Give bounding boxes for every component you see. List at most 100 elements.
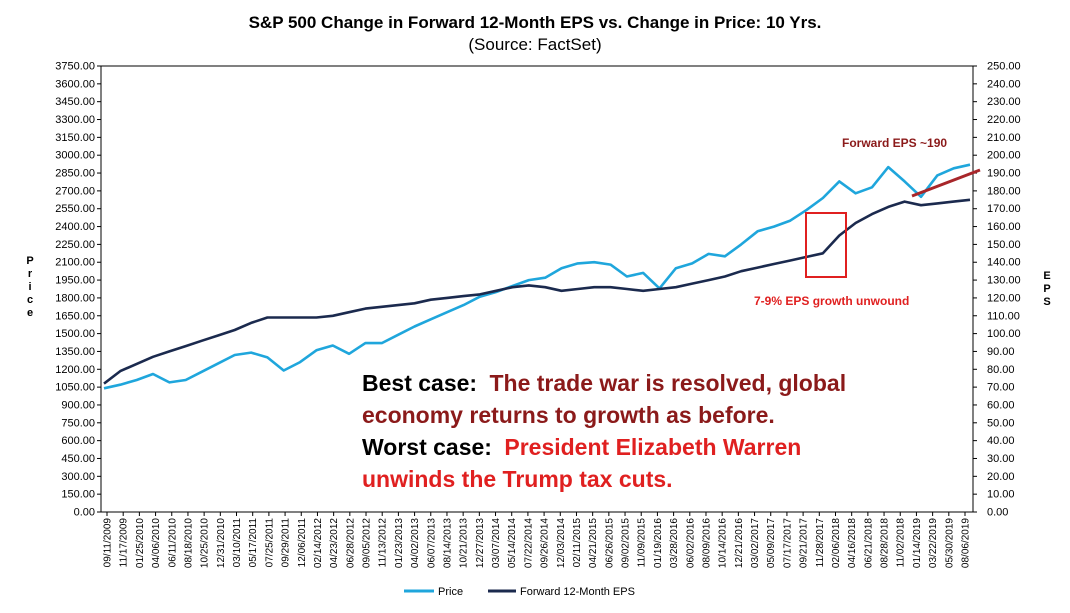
- series-layer: [103, 163, 971, 390]
- y-tick-right-label: 50.00: [987, 417, 1015, 429]
- y-tick-right-label: 170.00: [987, 203, 1021, 215]
- x-tick-label: 03/10/2011: [232, 518, 243, 568]
- axis-label-letter: P: [26, 255, 33, 267]
- y-tick-right-label: 100.00: [987, 328, 1021, 340]
- y-tick-right-label: 130.00: [987, 275, 1021, 287]
- x-tick-label: 09/26/2014: [540, 518, 551, 568]
- x-tick-label: 11/17/2009: [119, 518, 130, 568]
- svg-text:Best case: The trade w: Best case: The trade war is resolved, gl…: [362, 370, 846, 396]
- chart-title: S&P 500 Change in Forward 12-Month EPS v…: [249, 13, 822, 32]
- x-tick-label: 05/09/2017: [766, 518, 777, 568]
- y-tick-right-label: 230.00: [987, 96, 1021, 108]
- y-tick-right-label: 220.00: [987, 114, 1021, 126]
- y-tick-left-label: 1800.00: [55, 292, 95, 304]
- y-tick-right-label: 210.00: [987, 132, 1021, 144]
- x-tick-label: 07/22/2014: [523, 518, 534, 568]
- legend: Price Forward 12-Month EPS: [404, 586, 635, 598]
- y-axis-label-left: Price: [26, 255, 33, 319]
- x-tick-label: 01/25/2010: [135, 518, 146, 568]
- x-tick-label: 07/17/2017: [782, 518, 793, 568]
- x-tick-label: 09/11/2009: [103, 518, 114, 568]
- y-tick-right-label: 160.00: [987, 221, 1021, 233]
- x-tick-label: 04/06/2010: [151, 518, 162, 568]
- x-tick-label: 04/02/2013: [410, 518, 421, 568]
- y-tick-right-label: 90.00: [987, 346, 1015, 358]
- y-tick-left-label: 1500.00: [55, 328, 95, 340]
- y-tick-left-label: 3450.00: [55, 96, 95, 108]
- x-tick-label: 12/21/2016: [734, 518, 745, 568]
- x-tick-label: 04/16/2018: [847, 518, 858, 568]
- y-tick-left-label: 2100.00: [55, 257, 95, 269]
- y-tick-left-label: 3000.00: [55, 150, 95, 162]
- x-tick-label: 11/28/2017: [815, 518, 826, 568]
- y-tick-right-label: 60.00: [987, 399, 1015, 411]
- chart-subtitle: (Source: FactSet): [468, 35, 601, 54]
- y-tick-right-label: 140.00: [987, 257, 1021, 269]
- worst-case-line2: unwinds the Trump tax cuts.: [362, 466, 673, 492]
- y-tick-right-label: 190.00: [987, 168, 1021, 180]
- x-tick-label: 09/02/2015: [621, 518, 632, 568]
- y-tick-right-label: 120.00: [987, 292, 1021, 304]
- x-tick-label: 02/11/2015: [572, 518, 583, 568]
- y-tick-right-label: 40.00: [987, 435, 1015, 447]
- x-tick-label: 10/14/2016: [718, 518, 729, 568]
- y-tick-left-label: 600.00: [61, 435, 95, 447]
- x-tick-label: 06/02/2016: [685, 518, 696, 568]
- x-tick-label: 12/03/2014: [556, 518, 567, 568]
- x-tick-label: 06/07/2013: [426, 518, 437, 568]
- y-tick-left-label: 150.00: [61, 489, 95, 501]
- y-tick-left-label: 300.00: [61, 471, 95, 483]
- x-tick-label: 06/28/2012: [345, 518, 356, 568]
- eps-growth-box: [805, 212, 847, 278]
- x-tick-label: 11/13/2012: [378, 518, 389, 568]
- y-tick-left-label: 2850.00: [55, 168, 95, 180]
- svg-text:Worst case: President: Worst case: President Elizabeth Warren: [362, 434, 801, 460]
- best-case-line2: economy returns to growth as before.: [362, 402, 775, 428]
- y-tick-left-label: 2550.00: [55, 203, 95, 215]
- x-axis-ticks: 09/11/2009 11/17/2009 01/25/2010 04/06/2010…: [103, 512, 972, 568]
- x-tick-label: 02/14/2012: [313, 518, 324, 568]
- x-tick-label: 10/21/2013: [459, 518, 470, 568]
- y-tick-right-label: 30.00: [987, 453, 1015, 465]
- x-tick-label: 01/14/2019: [912, 518, 923, 568]
- x-tick-label: 05/30/2019: [944, 518, 955, 568]
- x-tick-label: 09/21/2017: [799, 518, 810, 568]
- y-tick-left-label: 2700.00: [55, 185, 95, 197]
- x-tick-label: 06/26/2015: [604, 518, 615, 568]
- x-tick-label: 08/06/2019: [961, 518, 972, 568]
- y-tick-right-label: 110.00: [987, 310, 1020, 322]
- x-tick-label: 02/06/2018: [831, 518, 842, 568]
- legend-eps-label: Forward 12-Month EPS: [520, 586, 635, 598]
- y-tick-right-label: 240.00: [987, 78, 1021, 90]
- axis-label-letter: S: [1043, 296, 1050, 308]
- y-tick-left-label: 900.00: [61, 399, 95, 411]
- y-tick-left-label: 3300.00: [55, 114, 95, 126]
- x-tick-label: 05/14/2014: [507, 518, 518, 568]
- x-tick-label: 10/25/2010: [200, 518, 211, 568]
- y-tick-left-label: 750.00: [61, 417, 95, 429]
- y-axis-ticks-right: 250.00 240.00 230.00 220.00 210.00 200.00 190.…: [973, 61, 1021, 519]
- axis-label-letter: i: [28, 281, 31, 293]
- x-tick-label: 01/23/2013: [394, 518, 405, 568]
- x-tick-label: 08/28/2018: [880, 518, 891, 568]
- x-tick-label: 03/28/2016: [669, 518, 680, 568]
- x-tick-label: 03/22/2019: [928, 518, 939, 568]
- plot-area: [100, 65, 974, 513]
- x-tick-label: 08/09/2016: [701, 518, 712, 568]
- y-tick-right-label: 180.00: [987, 185, 1021, 197]
- y-tick-left-label: 3150.00: [55, 132, 95, 144]
- axis-label-letter: E: [1043, 270, 1050, 282]
- y-tick-right-label: 80.00: [987, 364, 1015, 376]
- x-tick-label: 12/27/2013: [475, 518, 486, 568]
- y-tick-left-label: 2400.00: [55, 221, 95, 233]
- x-tick-label: 07/25/2011: [264, 518, 275, 568]
- y-tick-left-label: 450.00: [61, 453, 95, 465]
- y-tick-right-label: 70.00: [987, 382, 1015, 394]
- axis-label-letter: r: [28, 268, 33, 280]
- y-tick-left-label: 1350.00: [55, 346, 95, 358]
- y-tick-left-label: 3750.00: [55, 61, 95, 73]
- x-tick-label: 11/09/2015: [637, 518, 648, 568]
- price-series-line: [103, 163, 971, 390]
